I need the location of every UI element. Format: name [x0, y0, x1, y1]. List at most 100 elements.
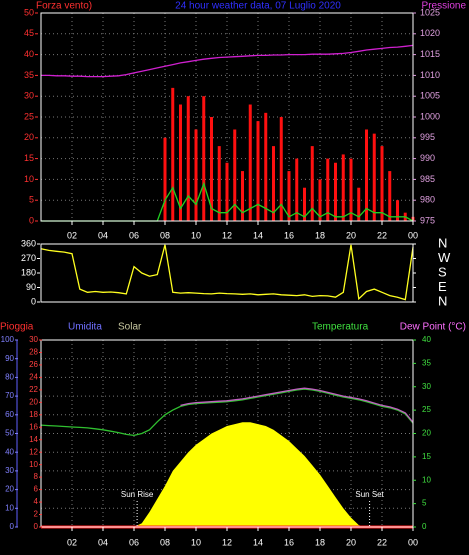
wind-bar — [365, 129, 368, 221]
x-tick-label: 06 — [129, 230, 139, 240]
wind-bar — [318, 179, 322, 221]
y3-tick-label: 0 — [10, 522, 15, 531]
y2-tick-label: 995 — [420, 132, 435, 142]
y-tick-label: 270 — [21, 253, 36, 263]
x-tick-label: 22 — [377, 537, 387, 547]
x-tick-label: 08 — [160, 537, 170, 547]
wind-bar — [163, 137, 167, 221]
x-tick-label: 12 — [222, 537, 232, 547]
dew-point-label: Dew Point (°C) — [400, 322, 466, 333]
y-tick-label: 16 — [29, 422, 38, 431]
humidity-axis-label: Umidita — [68, 322, 102, 333]
y2-tick-label: 30 — [422, 382, 431, 391]
y-tick-label: 30 — [29, 335, 38, 344]
y2-tick-label: 5 — [422, 499, 427, 508]
wind-bar — [388, 171, 392, 221]
wind-bar — [295, 158, 299, 221]
y2-tick-label: 990 — [420, 153, 435, 163]
wind-bar — [310, 146, 314, 221]
y-tick-label: 0 — [31, 296, 36, 306]
annotation: Sun Rise — [121, 490, 154, 499]
wind-bar — [256, 121, 260, 221]
wind-bar — [272, 146, 275, 221]
wind-bar — [171, 87, 175, 221]
x-tick-label: 06 — [129, 537, 139, 547]
wind-bar — [303, 187, 306, 221]
y-tick-label: 30 — [24, 91, 34, 101]
y2-tick-label: N — [438, 235, 447, 250]
wind-bar — [334, 162, 337, 221]
y3-tick-label: 20 — [5, 485, 14, 494]
wind-bar — [233, 129, 237, 221]
y-tick-label: 20 — [24, 132, 34, 142]
y2-tick-label: 985 — [420, 174, 435, 184]
y-tick-label: 0 — [29, 215, 34, 225]
y-tick-label: 180 — [21, 267, 36, 277]
y2-tick-label: 40 — [422, 335, 431, 344]
y-tick-label: 360 — [21, 238, 36, 248]
wind-bar — [217, 146, 221, 221]
y-tick-label: 2 — [34, 510, 39, 519]
wind-bar — [326, 158, 330, 221]
wind-bar — [264, 112, 268, 221]
y2-tick-label: 1015 — [420, 49, 440, 59]
y2-tick-label: 1010 — [420, 70, 440, 80]
x-tick-label: 22 — [377, 230, 387, 240]
x-tick-label: 02 — [67, 230, 77, 240]
pressure-axis-label: Pressione — [422, 1, 467, 12]
series-line — [180, 387, 414, 423]
x-tick-label: 16 — [284, 230, 294, 240]
wind-bar — [186, 96, 190, 221]
y-tick-label: 0 — [34, 522, 39, 531]
wind-bar — [357, 187, 361, 221]
y-tick-label: 45 — [24, 28, 34, 38]
y-tick-label: 5 — [29, 195, 34, 205]
y-tick-label: 35 — [24, 70, 34, 80]
y-tick-label: 10 — [29, 460, 38, 469]
y-tick-label: 6 — [34, 485, 39, 494]
wind-bar — [202, 96, 206, 221]
x-tick-label: 04 — [98, 537, 108, 547]
temperature-axis-label: Temperatura — [312, 322, 369, 333]
y3-tick-label: 50 — [5, 429, 14, 438]
y2-tick-label: 35 — [422, 358, 431, 367]
rain-axis-label: Pioggia — [0, 322, 34, 333]
y2-tick-label: 15 — [422, 452, 431, 461]
series-line — [41, 44, 414, 78]
x-tick-label: 10 — [191, 230, 201, 240]
y-tick-label: 40 — [24, 49, 34, 59]
x-tick-label: 04 — [98, 230, 108, 240]
wind-axis-label: Forza vento) — [36, 1, 92, 12]
y-tick-label: 4 — [34, 497, 39, 506]
wind-bar — [210, 117, 213, 221]
y-tick-label: 14 — [29, 435, 38, 444]
wind-bar — [279, 117, 283, 221]
wind-bar — [341, 154, 345, 221]
x-tick-label: 14 — [253, 230, 263, 240]
y-tick-label: 26 — [29, 360, 38, 369]
solar-label: Solar — [118, 322, 142, 333]
wind-bar — [287, 171, 291, 221]
wind-bar — [194, 129, 198, 221]
annotation: Sun Set — [355, 490, 384, 499]
y3-tick-label: 30 — [5, 466, 14, 475]
y-tick-label: 25 — [24, 111, 34, 121]
y3-tick-label: 60 — [5, 410, 14, 419]
wind-bar — [372, 133, 376, 221]
y2-tick-label: 25 — [422, 405, 431, 414]
y-tick-label: 22 — [29, 385, 38, 394]
y2-tick-label: S — [438, 264, 447, 279]
x-tick-label: 14 — [253, 537, 263, 547]
y-tick-label: 90 — [26, 282, 36, 292]
y3-tick-label: 70 — [5, 391, 14, 400]
y-tick-label: 10 — [24, 174, 34, 184]
x-tick-label: 16 — [284, 537, 294, 547]
series-line — [40, 244, 414, 301]
y2-tick-label: W — [438, 250, 451, 265]
x-tick-label: 00 — [408, 537, 418, 547]
y-tick-label: 15 — [24, 153, 34, 163]
y2-tick-label: 1020 — [420, 28, 440, 38]
wind-bar — [241, 171, 244, 221]
